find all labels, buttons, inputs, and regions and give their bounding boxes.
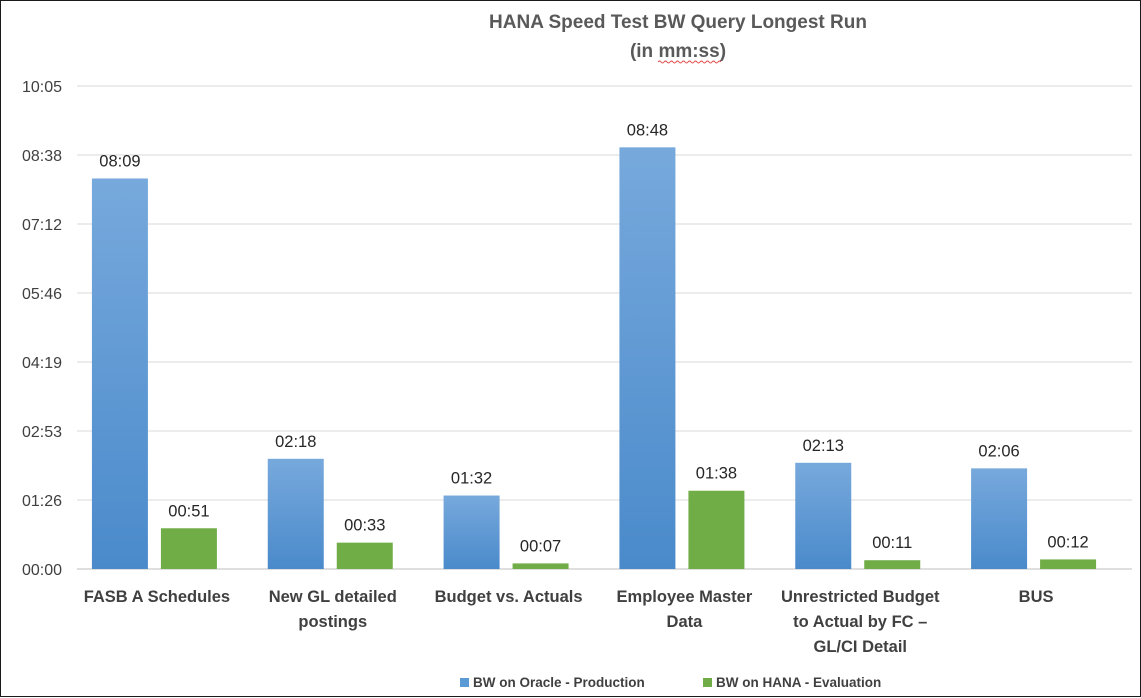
data-label: 00:12 (1047, 533, 1088, 551)
bar-hana (864, 560, 921, 569)
spellcheck-underline (657, 60, 722, 64)
y-tick-label: 01:26 (22, 493, 62, 510)
legend-label: BW on HANA - Evaluation (716, 675, 881, 690)
data-labels: 08:09 00:51 02:18 00:33 01:32 00:07 08:48 01:38… (99, 121, 1088, 555)
x-tick-label: BUS (1019, 588, 1054, 606)
y-tick-label: 04:19 (22, 355, 62, 372)
bar-oracle (91, 178, 148, 569)
data-label: 01:32 (451, 470, 492, 488)
bar-hana (512, 563, 569, 569)
bar-oracle (619, 147, 676, 570)
data-label: 00:11 (872, 534, 912, 552)
x-tick-label: New GL detailed postings (269, 588, 397, 631)
y-tick-label: 07:12 (22, 217, 62, 234)
data-label: 00:33 (344, 517, 385, 535)
data-label: 00:51 (168, 502, 209, 520)
data-label: 02:06 (978, 442, 1019, 460)
bar-oracle (443, 495, 500, 569)
data-label: 02:18 (275, 433, 316, 451)
bars (91, 147, 1097, 570)
gridlines (77, 85, 1132, 570)
data-label: 08:48 (627, 121, 668, 139)
legend-label: BW on Oracle - Production (473, 675, 645, 690)
y-tick-label: 00:00 (22, 562, 62, 579)
data-label: 08:09 (99, 152, 140, 170)
legend-swatch-oracle (460, 678, 469, 687)
chart-subtitle: (in mm:ss) (630, 41, 726, 62)
x-tick-label: Unrestricted Budget to Actual by FC – GL/C… (781, 588, 940, 656)
legend-swatch-hana (703, 678, 712, 687)
x-tick-label: FASB A Schedules (84, 588, 230, 606)
data-label: 01:38 (696, 465, 737, 483)
x-tick-label: Employee Master Data (617, 588, 753, 631)
x-axis: FASB A Schedules New GL detailed postings B… (84, 588, 1054, 656)
bar-hana (336, 542, 393, 569)
bar-oracle (971, 468, 1028, 569)
x-tick-label: Budget vs. Actuals (435, 588, 583, 606)
bar-oracle (795, 462, 852, 569)
bar-oracle (267, 458, 324, 569)
y-tick-label: 02:53 (22, 424, 62, 441)
legend: BW on Oracle - Production BW on HANA - Ev… (460, 675, 881, 690)
y-tick-label: 10:05 (22, 79, 62, 96)
bar-hana (1040, 559, 1097, 569)
data-label: 00:07 (520, 537, 561, 555)
data-label: 02:13 (803, 437, 844, 455)
y-tick-label: 05:46 (22, 286, 62, 303)
bar-hana (688, 490, 745, 569)
y-axis: 00:00 01:26 02:53 04:19 05:46 07:12 08:38 10:05 (22, 79, 62, 579)
chart-title: HANA Speed Test BW Query Longest Run (489, 12, 867, 33)
bar-hana (160, 528, 217, 569)
y-tick-label: 08:38 (22, 148, 62, 165)
